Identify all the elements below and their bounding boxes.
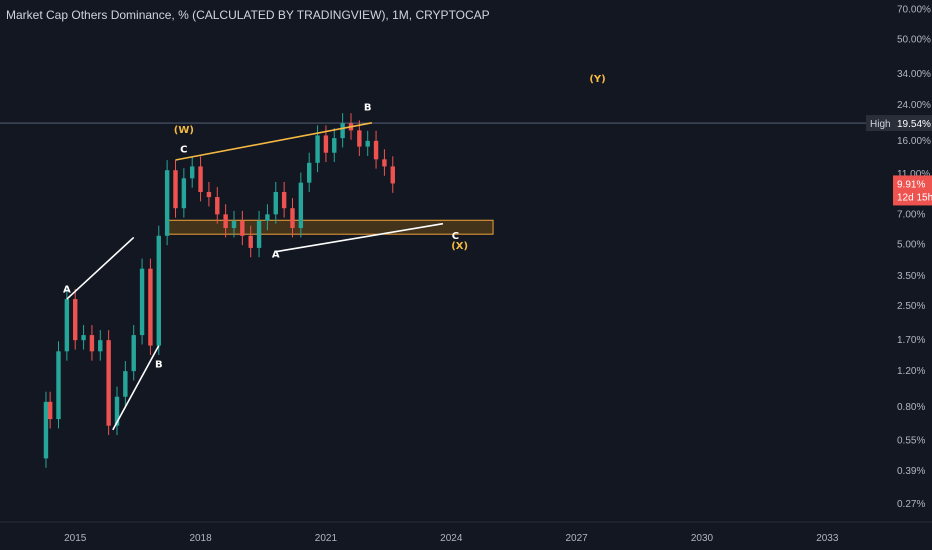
candle-body	[390, 166, 395, 184]
candle-body	[290, 208, 295, 229]
x-tick-label: 2027	[565, 533, 588, 544]
trendline[interactable]	[275, 222, 444, 253]
wave-label: B	[155, 360, 163, 371]
wave-label: (Y)	[589, 74, 605, 85]
candle-body	[198, 166, 203, 193]
y-tick-label: 7.00%	[897, 209, 925, 220]
candle-body	[43, 401, 49, 459]
candle-body	[148, 268, 153, 346]
candle-body	[248, 235, 253, 248]
x-tick-label: 2030	[691, 533, 714, 544]
candle-body	[215, 197, 220, 215]
y-tick-label: 1.70%	[897, 335, 925, 346]
candle-body	[114, 396, 120, 426]
candle-body	[315, 135, 320, 163]
x-axis: 2015 2018 2021 2024 2027 2030 2033	[0, 521, 932, 544]
y-tick-label: 5.00%	[897, 239, 925, 250]
candle-body	[123, 371, 128, 397]
candle-body	[206, 192, 212, 198]
x-tick-label: 2021	[315, 533, 338, 544]
candle-body	[382, 159, 387, 167]
candle-body	[156, 235, 161, 346]
support-zone[interactable]	[166, 219, 494, 235]
wave-labels: ABC(W)ABC(X)(Y)	[63, 74, 606, 370]
high-badge-label: High	[870, 119, 891, 130]
y-axis: 70.00% 50.00% 34.00% 24.00% 16.00% 11.00% 7.00…	[897, 5, 931, 510]
current-price-badge	[893, 175, 932, 206]
candle-body	[181, 178, 187, 209]
wave-label: (X)	[451, 241, 468, 252]
candle-body	[139, 268, 145, 336]
y-tick-label: 50.00%	[897, 35, 931, 46]
candle-body	[373, 140, 379, 160]
candle-body	[256, 220, 262, 248]
candle-body	[173, 170, 178, 209]
y-tick-label: 0.80%	[897, 402, 925, 413]
candle-body	[340, 123, 345, 139]
wave-label: C	[452, 231, 459, 242]
y-tick-label: 24.00%	[897, 100, 931, 111]
candle-body	[98, 340, 103, 352]
candle-body	[131, 335, 136, 372]
price-badges: High 19.54% 9.91% 12d 15h	[866, 115, 932, 206]
candle-body	[223, 214, 228, 229]
x-tick-label: 2033	[816, 533, 839, 544]
candle-body	[89, 335, 95, 352]
candle-body	[81, 335, 86, 341]
wave-label: B	[364, 103, 372, 114]
wave-label: A	[63, 285, 71, 296]
y-tick-label: 0.55%	[897, 436, 925, 447]
candle-body	[265, 214, 270, 221]
y-tick-label: 16.00%	[897, 136, 931, 147]
wave-label: A	[272, 250, 280, 261]
candles	[43, 113, 395, 468]
chart-title: Market Cap Others Dominance, % (CALCULAT…	[6, 8, 490, 22]
candle-body	[307, 162, 312, 183]
trendline[interactable]	[175, 122, 373, 161]
candle-body	[332, 138, 337, 153]
trendlines[interactable]	[66, 122, 444, 431]
countdown-value: 12d 15h	[897, 192, 932, 203]
candle-body	[357, 130, 362, 147]
wave-label: (W)	[174, 125, 194, 136]
candle-body	[273, 192, 278, 215]
candle-body	[240, 220, 245, 236]
high-badge-value: 19.54%	[897, 119, 931, 130]
y-tick-label: 0.27%	[897, 499, 925, 510]
y-tick-label: 1.20%	[897, 366, 925, 377]
y-tick-label: 34.00%	[897, 69, 931, 80]
zone-rect[interactable]	[166, 219, 494, 235]
candle-body	[190, 166, 195, 179]
candle-body	[47, 401, 53, 420]
y-tick-label: 70.00%	[897, 5, 931, 16]
x-tick-label: 2024	[440, 533, 463, 544]
candle-body	[64, 299, 70, 352]
y-tick-label: 3.50%	[897, 271, 925, 282]
candle-body	[56, 351, 61, 420]
candle-body	[323, 135, 329, 153]
high-badge	[866, 115, 932, 132]
y-tick-label: 2.50%	[897, 301, 925, 312]
x-tick-label: 2015	[64, 533, 87, 544]
candle-body	[106, 340, 111, 426]
trendline[interactable]	[66, 236, 135, 300]
candle-body	[365, 140, 370, 147]
y-tick-label: 0.39%	[897, 466, 925, 477]
current-price-value: 9.91%	[897, 179, 925, 190]
candle-body	[298, 182, 304, 229]
wave-label: C	[180, 145, 187, 156]
candle-body	[73, 299, 78, 341]
x-tick-label: 2018	[189, 533, 212, 544]
candle-body	[281, 192, 287, 209]
candle-body	[164, 170, 170, 236]
trendline[interactable]	[112, 345, 160, 431]
y-tick-label: 11.00%	[897, 169, 930, 180]
candle-body	[231, 220, 237, 229]
